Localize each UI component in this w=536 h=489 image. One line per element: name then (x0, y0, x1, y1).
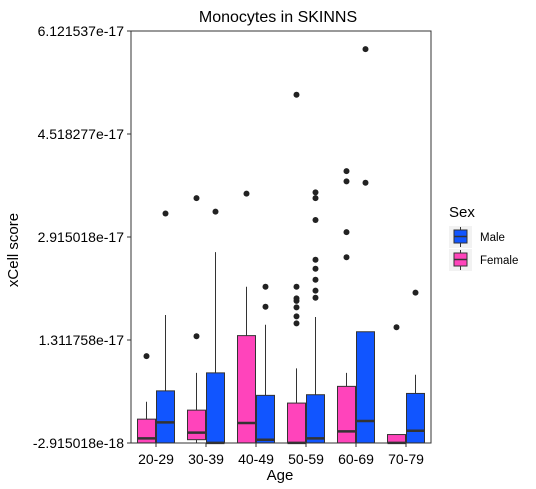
legend: Sex Male Female (449, 204, 518, 271)
y-axis-label: xCell score (5, 213, 22, 287)
x-tick-label: 40-49 (238, 451, 274, 467)
box-body (387, 434, 406, 444)
outlier-point (143, 353, 150, 360)
outlier-point (362, 46, 369, 53)
box-body (156, 390, 175, 444)
box-body (287, 402, 306, 444)
outlier-point (162, 210, 169, 217)
outlier-point (293, 320, 300, 327)
box-body (137, 418, 156, 444)
chart-title: Monocytes in SKINNS (199, 9, 357, 26)
box-male-60-69 (356, 46, 375, 444)
outlier-point (293, 295, 300, 302)
outlier-point (293, 283, 300, 290)
y-tick-label: -2.915018e-18 (33, 435, 124, 451)
box-female-50-59 (287, 91, 306, 445)
outlier-point (312, 276, 319, 283)
plot-panel (130, 30, 432, 444)
box-body (206, 372, 225, 444)
box-male-50-59 (306, 189, 325, 444)
box-male-40-49 (256, 283, 275, 444)
box-body (237, 335, 256, 444)
outlier-point (312, 195, 319, 202)
outlier-point (262, 283, 269, 290)
box-female-20-29 (137, 353, 156, 444)
outlier-point (193, 195, 200, 202)
outlier-point (362, 179, 369, 186)
box-male-20-29 (156, 210, 175, 444)
box-male-30-39 (206, 208, 225, 445)
outlier-point (293, 304, 300, 311)
x-axis-label: Age (267, 467, 294, 484)
y-tick-label: 2.915018e-17 (38, 229, 125, 245)
outlier-point (312, 256, 319, 263)
legend-label: Female (480, 255, 518, 267)
outlier-point (312, 265, 319, 272)
x-tick-label: 30-39 (188, 451, 224, 467)
legend-title: Sex (449, 204, 475, 221)
x-tick-label: 60-69 (338, 451, 374, 467)
outlier-point (243, 190, 250, 197)
legend-item-male: Male (449, 226, 505, 248)
box-body (306, 394, 325, 444)
outlier-point (193, 333, 200, 340)
y-axis: -2.915018e-18 1.311758e-17 2.915018e-17 4.5… (33, 23, 131, 451)
outlier-point (312, 189, 319, 196)
x-axis: 20-29 30-39 40-49 50-59 60-69 70-79 (138, 443, 424, 467)
box-female-30-39 (187, 195, 206, 443)
legend-label: Male (480, 232, 505, 244)
outlier-point (343, 168, 350, 175)
box-female-40-49 (237, 190, 256, 444)
x-tick-label: 20-29 (138, 451, 174, 467)
y-tick-label: 4.518277e-17 (38, 126, 125, 142)
outlier-point (312, 294, 319, 301)
legend-item-female: Female (449, 249, 518, 271)
outlier-point (343, 178, 350, 185)
outlier-point (343, 254, 350, 261)
boxes-layer (137, 46, 425, 445)
outlier-point (262, 303, 269, 310)
box-male-70-79 (406, 289, 425, 444)
outlier-point (393, 324, 400, 331)
box-body (406, 392, 425, 444)
outlier-point (312, 216, 319, 223)
outlier-point (343, 229, 350, 236)
x-tick-label: 50-59 (288, 451, 324, 467)
outlier-point (293, 313, 300, 320)
box-body (337, 385, 356, 444)
outlier-point (412, 289, 419, 296)
y-tick-label: 1.311758e-17 (39, 332, 125, 348)
outlier-point (293, 91, 300, 98)
outlier-point (212, 208, 219, 215)
box-female-60-69 (337, 168, 356, 444)
outlier-point (312, 287, 319, 294)
y-tick-label: 6.121537e-17 (38, 23, 125, 39)
box-body (256, 394, 275, 444)
box-body (187, 409, 206, 441)
x-tick-label: 70-79 (388, 451, 424, 467)
box-body (356, 331, 375, 444)
box-female-70-79 (387, 324, 406, 445)
